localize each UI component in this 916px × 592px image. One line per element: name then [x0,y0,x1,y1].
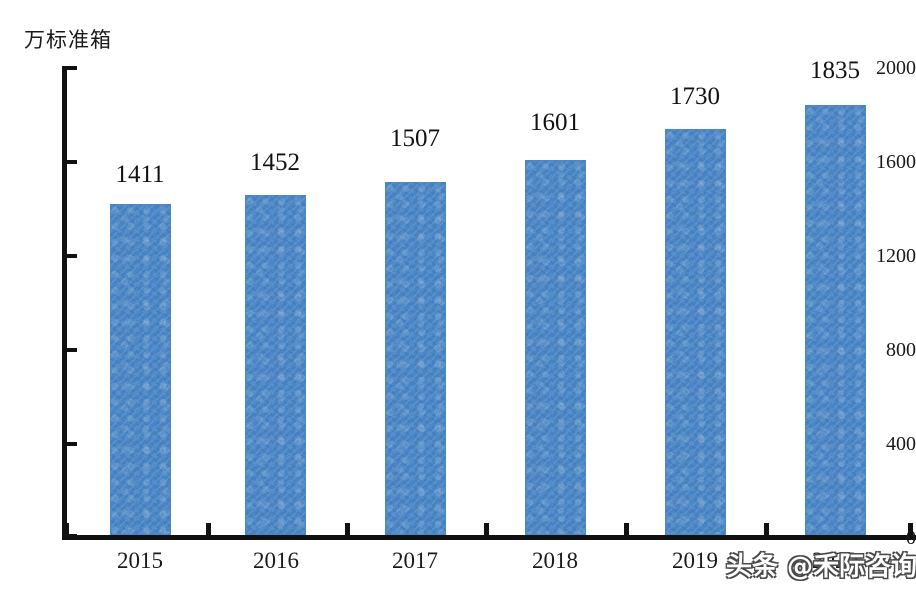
x-axis-label-2016: 2016 [253,548,299,573]
watermark-text: 头条 @禾际咨询 [726,552,916,582]
x-axis-label-2017: 2017 [392,548,438,573]
y-axis-tick [67,66,77,70]
x-axis-tick [345,523,350,536]
x-axis-tick [908,523,913,536]
bar-value-2017: 1507 [390,125,440,152]
bar-2019 [665,129,726,535]
y-axis-tick-label: 800 [886,339,916,361]
x-axis-tick [64,523,69,536]
bar-2018 [525,160,586,535]
x-axis-tick [206,523,211,536]
y-axis-tick [67,254,77,258]
y-axis-tick-label: 2000 [876,57,916,79]
y-axis-line [62,66,67,539]
bar-2015 [110,204,171,535]
x-axis-tick [624,523,629,536]
x-axis-label-2020: 2020 [812,548,858,573]
bar-value-2016: 1452 [250,149,300,176]
y-axis-tick [67,534,77,538]
bar-value-2020: 1835 [810,57,860,84]
y-axis-tick [67,442,77,446]
x-axis-label-2018: 2018 [532,548,578,573]
x-axis-label-2015: 2015 [117,548,163,573]
x-axis-tick [484,523,489,536]
y-axis-tick [67,160,77,164]
y-axis-tick-label: 0 [906,527,916,549]
bar-value-2019: 1730 [670,83,720,110]
y-axis-tick-label: 400 [886,433,916,455]
y-axis-unit-label: 万标准箱 [24,28,112,52]
x-axis-tick [764,523,769,536]
y-axis-tick-label: 1600 [876,151,916,173]
y-axis-tick-label: 1200 [876,245,916,267]
x-axis-line [62,535,916,540]
bar-value-2015: 1411 [115,161,165,188]
bar-value-2018: 1601 [530,109,580,136]
bar-2017 [385,182,446,535]
bar-2016 [245,195,306,535]
bar-2020 [805,105,866,535]
x-axis-label-2019: 2019 [672,548,718,573]
y-axis-tick [67,348,77,352]
